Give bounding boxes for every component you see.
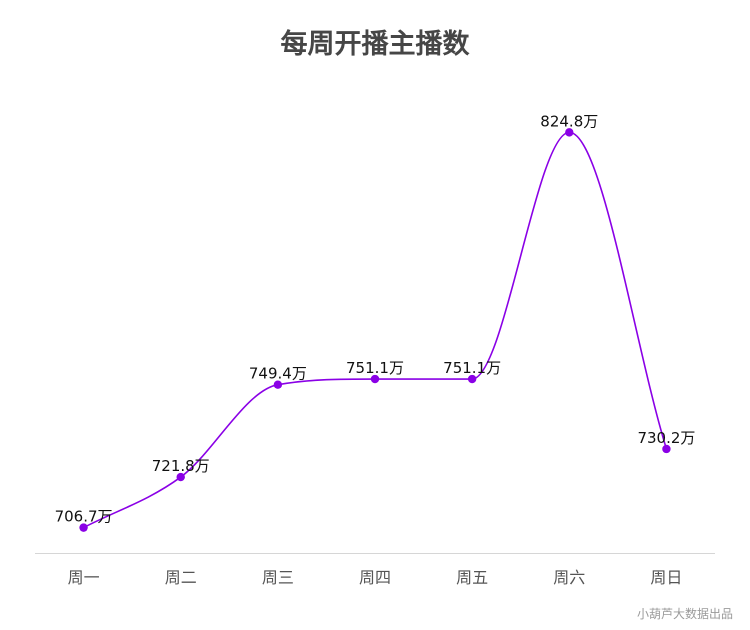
x-tick-label: 周四: [359, 568, 391, 587]
x-tick-label: 周五: [456, 568, 488, 587]
data-labels-layer: 706.7万 721.8万 749.4万 751.1万 751.1万 824.8万 730.…: [55, 112, 696, 525]
x-tick-label: 周日: [650, 568, 682, 587]
x-tick-label: 周一: [68, 568, 100, 587]
credit-text: 小葫芦大数据出品: [637, 606, 733, 621]
data-point[interactable]: [370, 374, 380, 384]
data-point[interactable]: [662, 444, 671, 454]
data-point[interactable]: [176, 472, 185, 482]
x-tick-label: 周二: [165, 568, 197, 587]
x-tick-labels: 周一 周二 周三 周四 周五 周六 周日: [68, 568, 683, 587]
x-tick-label: 周六: [553, 568, 585, 587]
data-point[interactable]: [79, 523, 88, 532]
series-layer: [83, 131, 668, 529]
data-point[interactable]: [565, 128, 574, 137]
data-point[interactable]: [273, 380, 283, 389]
x-tick-label: 周三: [262, 568, 294, 587]
data-label: 749.4万: [249, 365, 307, 383]
chart-title: 每周开播主播数: [281, 28, 471, 60]
data-point[interactable]: [467, 374, 477, 384]
series-line: [83, 131, 668, 529]
data-label: 751.1万: [443, 359, 501, 377]
data-label: 751.1万: [346, 359, 404, 377]
data-label: 706.7万: [55, 508, 113, 526]
data-label: 824.8万: [540, 112, 598, 130]
points-layer: [79, 128, 671, 532]
data-label: 730.2万: [637, 429, 695, 447]
data-label: 721.8万: [152, 457, 210, 475]
